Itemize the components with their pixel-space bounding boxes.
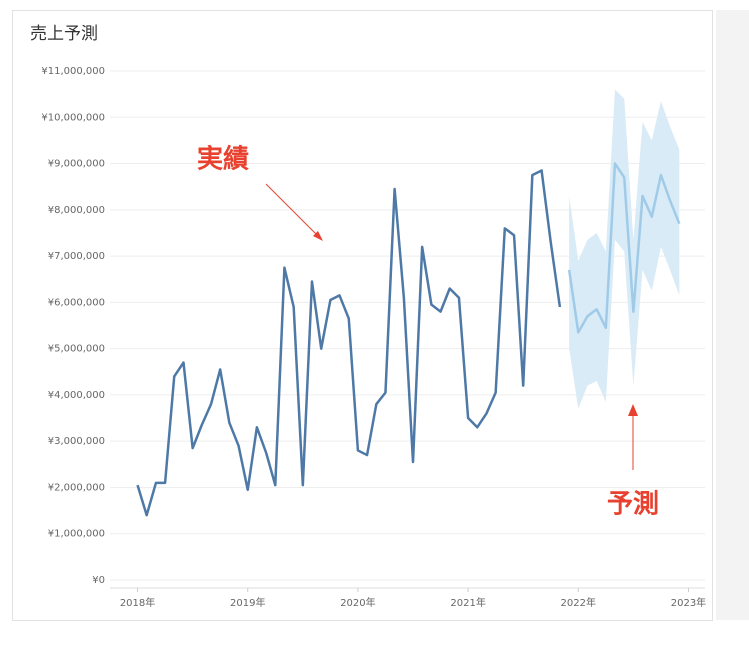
y-tick-label: ¥10,000,000 bbox=[41, 112, 105, 123]
x-tick-label: 2021年 bbox=[450, 596, 485, 609]
y-tick-label: ¥2,000,000 bbox=[48, 482, 105, 493]
side-panel bbox=[716, 10, 749, 620]
x-tick-label: 2019年 bbox=[230, 596, 265, 609]
y-tick-label: ¥7,000,000 bbox=[48, 251, 105, 262]
forecast-band bbox=[569, 89, 680, 409]
y-tick-label: ¥5,000,000 bbox=[48, 344, 105, 355]
annotation: 実績 bbox=[197, 144, 249, 175]
series-line bbox=[136, 169, 562, 517]
y-tick-label: ¥4,000,000 bbox=[48, 390, 105, 401]
arrow bbox=[265, 183, 321, 239]
plot: ¥0 ¥1,000,000 ¥2,000,000 ¥3,000,000 ¥4,000,0… bbox=[41, 66, 706, 609]
y-tick-label: ¥0 bbox=[92, 575, 105, 586]
chart-title: 売上予測 bbox=[30, 24, 98, 44]
y-tick-label: ¥9,000,000 bbox=[48, 159, 105, 170]
arrow-head bbox=[313, 231, 323, 241]
y-tick-label: ¥8,000,000 bbox=[48, 205, 105, 216]
y-tick-label: ¥3,000,000 bbox=[48, 436, 105, 447]
x-tick-label: 2018年 bbox=[120, 596, 155, 609]
y-tick-label: ¥6,000,000 bbox=[48, 297, 105, 308]
annotation: 予測 bbox=[607, 490, 659, 520]
x-tick-label: 2020年 bbox=[340, 596, 375, 609]
series-line bbox=[567, 162, 681, 334]
y-tick-label: ¥11,000,000 bbox=[41, 66, 105, 77]
y-tick-label: ¥1,000,000 bbox=[48, 529, 105, 540]
x-tick-label: 2023年 bbox=[671, 596, 706, 609]
x-tick-label: 2022年 bbox=[561, 596, 596, 609]
arrow-head bbox=[628, 404, 638, 416]
